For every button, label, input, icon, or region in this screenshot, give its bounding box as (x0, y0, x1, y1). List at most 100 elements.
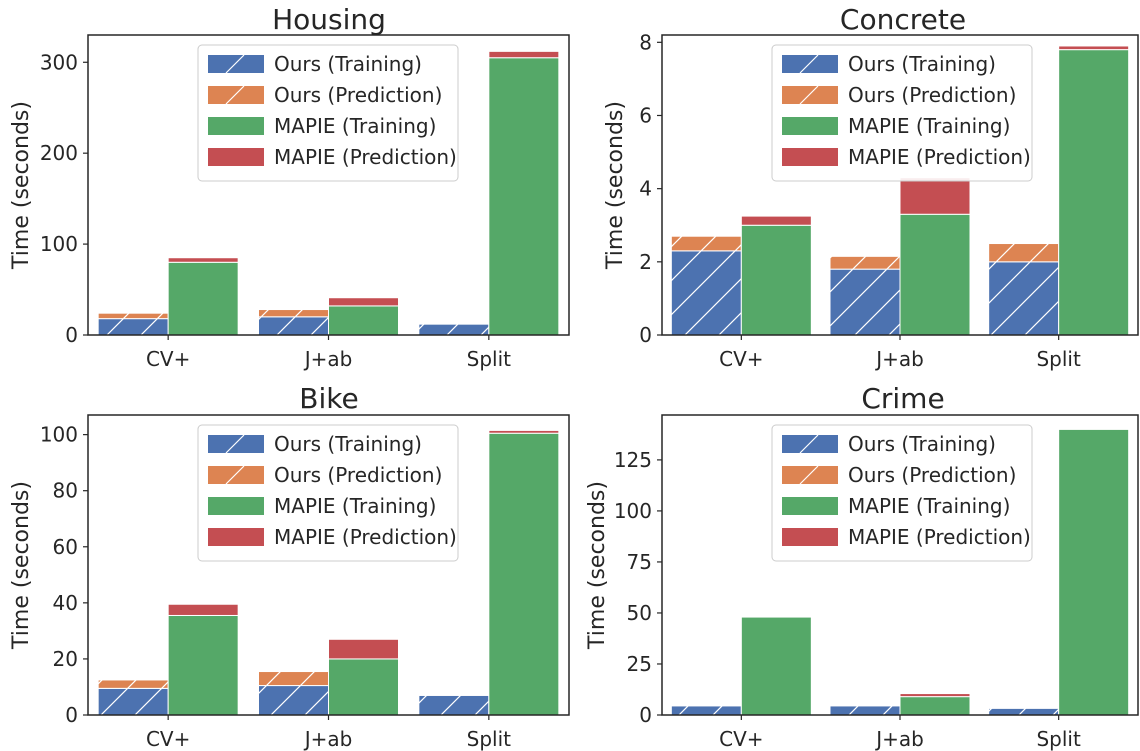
legend-label-mapie-training: MAPIE (Training) (274, 494, 436, 518)
legend: Ours (Training) Ours (Prediction) MAPIE (T… (197, 424, 459, 562)
y-tick-label: 50 (627, 601, 652, 625)
x-ticks: CV+ J+ab Split (146, 715, 511, 751)
bar-ours-prediction-cv-hatch (671, 236, 742, 251)
bar-mapie-training-jab (328, 305, 399, 336)
legend-label-mapie-training: MAPIE (Training) (848, 494, 1010, 518)
chart-panel-concrete: Concrete Time (seconds) 0 2 4 6 8 CV+ J+ab Spl… (603, 3, 1139, 371)
legend-swatch-ours-prediction-hatch (225, 85, 245, 105)
bar-ours-prediction-split-hatch (418, 694, 489, 696)
x-tick-label: Split (1036, 347, 1081, 371)
legend-swatch-ours-prediction (208, 466, 264, 484)
x-tick-label: J+ab (874, 347, 924, 371)
y-tick-label: 25 (627, 652, 652, 676)
bar-ours-prediction-jab-hatch (258, 671, 329, 686)
y-tick-label: 0 (65, 323, 78, 347)
legend-swatch-ours-training (208, 435, 264, 453)
legend-label-mapie-training: MAPIE (Training) (274, 114, 436, 138)
y-tick-label: 80 (53, 479, 78, 503)
legend-swatch-ours-training-hatch (799, 54, 819, 74)
bar-ours-training-jab-hatch (258, 685, 329, 715)
y-ticks: 0 25 50 75 100 125 (614, 448, 662, 727)
legend-swatch-ours-prediction (782, 86, 838, 104)
x-tick-label: Split (467, 347, 512, 371)
legend-frame (197, 424, 459, 562)
y-tick-label: 0 (639, 703, 652, 727)
bar-ours-prediction-split-hatch (988, 707, 1059, 709)
bar-mapie-prediction-cv (167, 603, 239, 616)
bar-ours-training-split-hatch (988, 261, 1059, 335)
bar-ours-training-split-hatch (418, 324, 489, 335)
legend-swatch-mapie-training (208, 117, 264, 135)
bar-ours-prediction-jab-hatch (830, 256, 900, 270)
legend: Ours (Training) Ours (Prediction) MAPIE (T… (771, 44, 1033, 182)
y-axis-label: Time (seconds) (603, 101, 628, 270)
x-tick-label: J+ab (303, 347, 353, 371)
legend-swatch-ours-training (782, 435, 838, 453)
bar-ours-training-jab-hatch (830, 269, 900, 335)
bar-mapie-prediction-split (488, 429, 560, 434)
legend-label-ours-training: Ours (Training) (848, 52, 996, 76)
bar-mapie-prediction-split (488, 50, 560, 59)
bar-mapie-prediction-cv (167, 257, 239, 263)
legend-swatch-ours-prediction (782, 466, 838, 484)
legend-swatch-mapie-prediction (782, 528, 838, 546)
y-tick-label: 40 (53, 591, 78, 615)
legend-swatch-mapie-training (782, 117, 838, 135)
legend-frame (197, 44, 459, 182)
y-ticks: 0 100 200 300 (40, 50, 88, 347)
x-ticks: CV+ J+ab Split (719, 335, 1081, 371)
bar-mapie-prediction-cv (740, 615, 812, 618)
bar-mapie-training-cv (167, 261, 239, 336)
chart-title: Crime (861, 382, 944, 415)
legend-swatch-ours-prediction-hatch (799, 85, 819, 105)
bar-mapie-training-split (488, 57, 560, 336)
y-tick-label: 125 (614, 448, 652, 472)
bar-ours-training-split-hatch (418, 695, 489, 715)
y-tick-label: 8 (639, 30, 652, 54)
x-tick-label: CV+ (719, 727, 763, 751)
y-tick-label: 75 (627, 550, 652, 574)
x-ticks: CV+ J+ab Split (146, 335, 511, 371)
legend-swatch-ours-training (782, 55, 838, 73)
legend-label-ours-training: Ours (Training) (274, 432, 422, 456)
legend-swatch-ours-prediction-hatch (225, 465, 245, 485)
bar-ours-prediction-split-hatch (988, 243, 1059, 262)
y-tick-label: 0 (639, 323, 652, 347)
legend-swatch-ours-prediction-hatch (799, 465, 819, 485)
legend-label-ours-training: Ours (Training) (274, 52, 422, 76)
bar-mapie-training-cv (167, 614, 239, 716)
bar-ours-prediction-cv-hatch (98, 679, 169, 689)
bar-mapie-training-jab (899, 696, 971, 716)
chart-title: Bike (299, 382, 358, 415)
y-tick-label: 20 (53, 647, 78, 671)
legend-swatch-ours-training-hatch (225, 54, 245, 74)
legend-label-ours-prediction: Ours (Prediction) (274, 83, 442, 107)
x-tick-label: CV+ (146, 727, 190, 751)
legend-label-mapie-prediction: MAPIE (Prediction) (848, 145, 1031, 169)
legend-frame (771, 44, 1033, 182)
legend: Ours (Training) Ours (Prediction) MAPIE (T… (197, 44, 459, 182)
bar-ours-training-cv-hatch (671, 705, 742, 715)
y-tick-label: 100 (40, 423, 78, 447)
chart-panel-crime: Crime Time (seconds) 0 25 50 75 100 125 CV+ J+… (585, 382, 1139, 751)
chart-title: Concrete (840, 3, 966, 36)
x-tick-label: Split (467, 727, 512, 751)
y-tick-label: 300 (40, 50, 78, 74)
y-axis-label: Time (seconds) (9, 101, 34, 270)
bar-mapie-training-jab (328, 658, 399, 716)
bar-mapie-training-split (1058, 428, 1130, 716)
bar-mapie-prediction-split (1058, 428, 1130, 430)
bar-mapie-training-split (488, 432, 560, 716)
bar-mapie-training-cv (740, 616, 812, 716)
legend-swatch-mapie-prediction (208, 148, 264, 166)
bar-mapie-training-split (1058, 49, 1130, 336)
y-tick-label: 6 (639, 103, 652, 127)
legend: Ours (Training) Ours (Prediction) MAPIE (T… (771, 424, 1033, 562)
bar-group (670, 428, 1130, 716)
legend-label-mapie-training: MAPIE (Training) (848, 114, 1010, 138)
legend-swatch-mapie-training (208, 497, 264, 515)
legend-label-ours-prediction: Ours (Prediction) (848, 463, 1016, 487)
bar-ours-training-split-hatch (988, 708, 1059, 715)
bar-mapie-prediction-jab (899, 693, 971, 698)
